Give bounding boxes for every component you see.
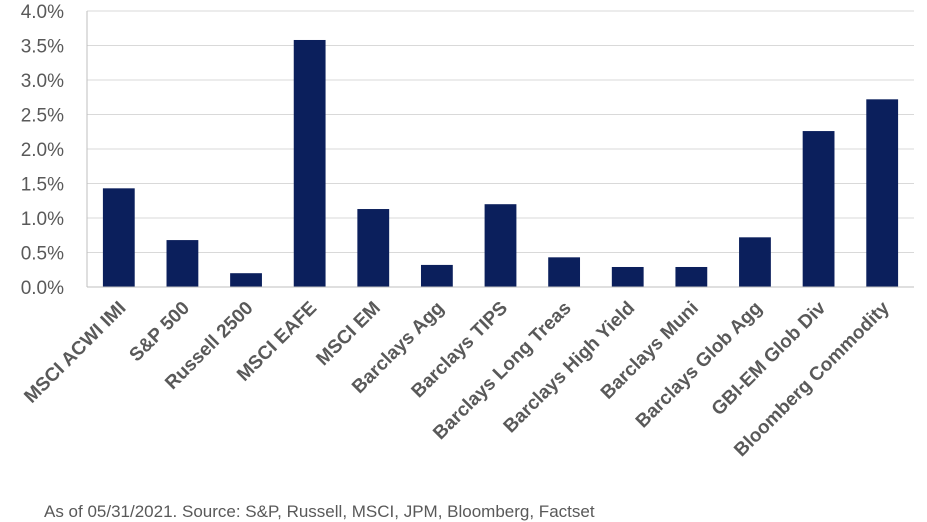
y-tick-label: 0.5% <box>21 244 64 265</box>
bar <box>357 209 390 287</box>
category-label: MSCI ACWI IMI <box>20 298 130 408</box>
bars <box>102 39 899 288</box>
bar <box>611 266 644 287</box>
bar <box>484 204 517 287</box>
y-tick-label: 1.0% <box>21 209 64 230</box>
y-tick-labels: 0.0% 0.5% 1.0% 1.5% 2.0% 2.5% 3.0% 3.5% 4.0% <box>21 2 64 299</box>
bar <box>675 266 708 287</box>
bar <box>293 39 326 288</box>
y-tick-label: 4.0% <box>21 2 64 23</box>
gridlines <box>87 10 914 253</box>
bar <box>866 99 899 287</box>
y-tick-label: 3.5% <box>21 37 64 58</box>
bar <box>166 240 199 287</box>
bar <box>802 131 835 287</box>
bar <box>420 264 453 287</box>
y-tick-label: 2.5% <box>21 106 64 127</box>
y-tick-label: 3.0% <box>21 71 64 92</box>
y-tick-label: 1.5% <box>21 175 64 196</box>
y-tick-label: 2.0% <box>21 140 64 161</box>
source-note: As of 05/31/2021. Source: S&P, Russell, … <box>44 502 595 521</box>
category-label: GBI-EM Glob Div <box>708 297 831 420</box>
category-label: Barclays Glob Agg <box>632 298 767 433</box>
bar <box>102 188 135 287</box>
bar <box>230 273 262 287</box>
y-tick-label: 0.0% <box>21 278 64 299</box>
bar <box>739 237 771 287</box>
bar <box>548 257 581 287</box>
